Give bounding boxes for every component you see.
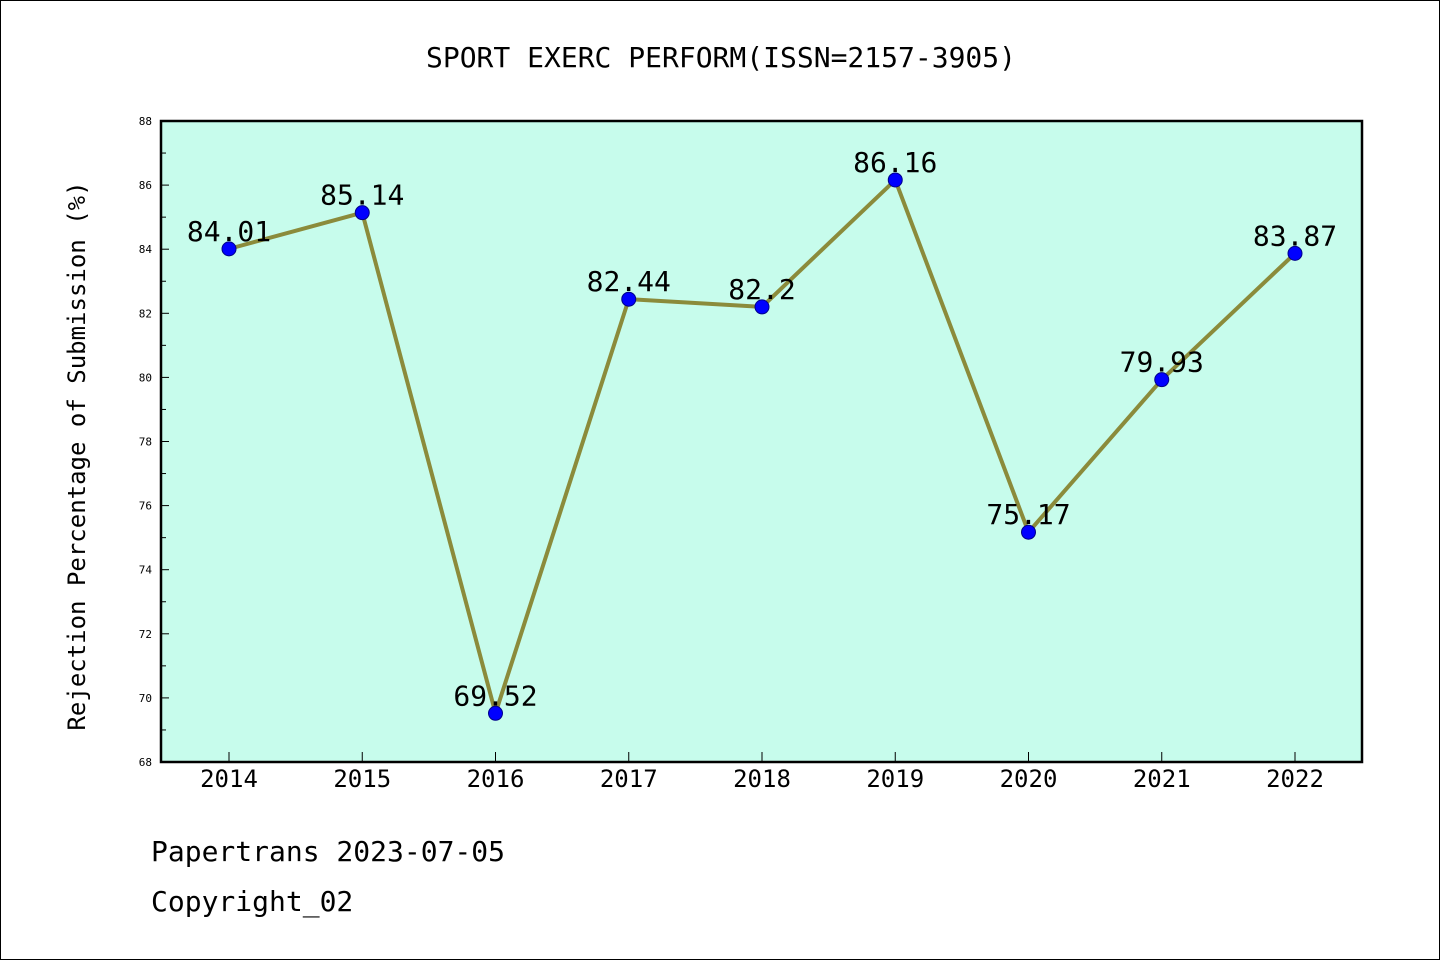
x-axis: 2014 2015 2016 2017 2018 2019 2020 2021 2022 xyxy=(200,752,1324,793)
y-tick-label: 68 xyxy=(139,756,152,769)
data-point xyxy=(1154,372,1170,388)
data-label: 83.87 xyxy=(1253,219,1337,252)
y-tick-label: 78 xyxy=(139,436,152,449)
footer-date: Papertrans 2023-07-05 xyxy=(151,835,506,868)
data-point xyxy=(488,705,503,721)
chart-title: SPORT EXERC PERFORM(ISSN=2157-3905) xyxy=(426,41,1016,74)
y-tick-label: 76 xyxy=(139,500,152,513)
footer-copyright: Copyright_02 xyxy=(151,885,354,918)
data-point xyxy=(887,172,903,188)
x-tick-label: 2015 xyxy=(333,765,391,793)
y-tick-label: 88 xyxy=(139,115,152,128)
data-label: 84.01 xyxy=(187,215,271,248)
data-label: 82.2 xyxy=(728,273,795,306)
x-tick-label: 2018 xyxy=(733,765,791,793)
x-tick-label: 2016 xyxy=(467,765,525,793)
data-label: 82.44 xyxy=(587,265,671,298)
y-tick-label: 72 xyxy=(139,628,152,641)
x-tick-label: 2021 xyxy=(1133,765,1191,793)
y-tick-label: 82 xyxy=(139,307,152,320)
data-point xyxy=(1287,245,1303,261)
y-axis: 68 70 72 74 76 78 80 82 84 86 88 xyxy=(139,115,169,769)
data-point xyxy=(621,291,637,307)
x-tick-label: 2022 xyxy=(1266,765,1324,793)
y-tick-label: 74 xyxy=(139,564,153,577)
x-tick-label: 2019 xyxy=(866,765,924,793)
data-label: 69.52 xyxy=(453,679,537,712)
data-label: 79.93 xyxy=(1120,346,1204,379)
x-tick-label: 2017 xyxy=(600,765,658,793)
data-point xyxy=(754,299,770,315)
data-point xyxy=(221,241,237,257)
y-tick-label: 84 xyxy=(139,243,153,256)
y-tick-label: 80 xyxy=(139,371,152,384)
data-label: 75.17 xyxy=(986,498,1070,531)
y-axis-label: Rejection Percentage of Submission (%) xyxy=(63,181,91,730)
data-label: 85.14 xyxy=(320,179,404,212)
data-label: 86.16 xyxy=(853,146,937,179)
data-point xyxy=(354,205,370,221)
plot-area xyxy=(159,119,1364,764)
y-tick-label: 70 xyxy=(139,692,152,705)
y-tick-label: 86 xyxy=(139,179,152,192)
series-line-group xyxy=(221,172,1303,721)
x-tick-label: 2020 xyxy=(1000,765,1058,793)
data-point xyxy=(1021,524,1036,540)
data-labels: 84.01 85.14 69.52 82.44 82.2 86.16 75.17 79.93 8… xyxy=(187,146,1337,712)
x-tick-label: 2014 xyxy=(200,765,258,793)
